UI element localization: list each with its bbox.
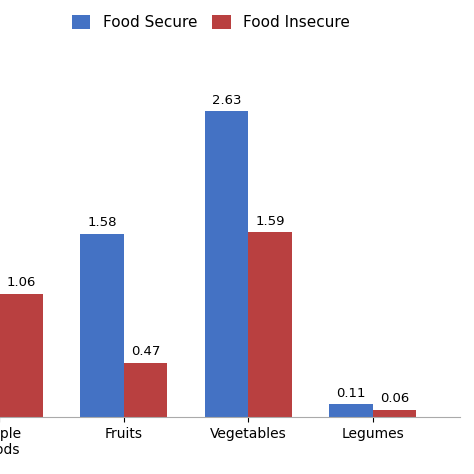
Bar [124,363,167,417]
Legend: Food Secure, Food Insecure: Food Secure, Food Insecure [67,10,355,35]
Bar [329,404,373,417]
Text: 0.06: 0.06 [380,392,409,405]
Bar [248,232,292,417]
Text: 1.59: 1.59 [255,215,285,228]
Text: 0.47: 0.47 [131,345,160,358]
Bar [373,410,416,417]
Text: 0.11: 0.11 [336,387,365,400]
Bar [0,294,43,417]
Text: 1.06: 1.06 [7,276,36,289]
Text: 1.58: 1.58 [87,216,117,229]
Bar [80,234,124,417]
Bar [205,111,248,417]
Text: 2.63: 2.63 [212,94,241,107]
